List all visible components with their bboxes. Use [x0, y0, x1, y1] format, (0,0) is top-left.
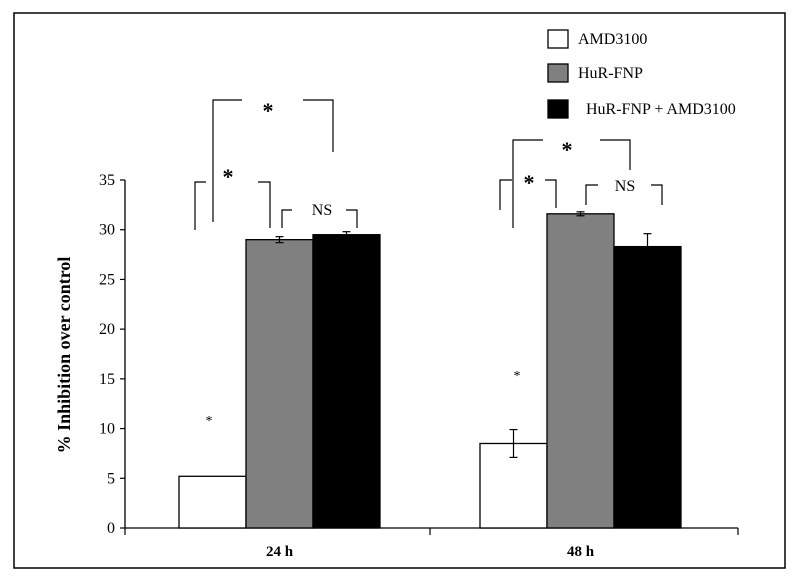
significance-star: *	[263, 98, 274, 123]
legend-swatch	[547, 29, 569, 49]
bracket-segment	[281, 209, 292, 228]
significance-star: *	[223, 164, 234, 189]
y-tick-label: 30	[99, 222, 115, 239]
significance-brackets: * * NS * * * NS *	[194, 98, 663, 429]
significance-star: *	[514, 369, 521, 384]
legend-label: AMD3100	[578, 31, 647, 48]
bracket-segment	[651, 184, 663, 205]
ns-label: NS	[615, 178, 635, 195]
bar	[546, 213, 615, 529]
legend-label: HuR-FNP + AMD3100	[586, 101, 736, 118]
bracket-segment	[499, 179, 512, 210]
bracket-segment	[600, 139, 631, 170]
bracket-segment	[303, 99, 334, 152]
x-tick-label: 24 h	[266, 544, 294, 560]
y-tick-label: 5	[107, 470, 115, 487]
y-tick-label: 35	[99, 172, 115, 189]
bar	[178, 475, 247, 529]
legend-swatch	[547, 99, 569, 119]
bar	[245, 239, 314, 529]
y-tick-label: 20	[99, 321, 115, 338]
bracket-segment	[545, 179, 557, 208]
y-axis-label: % Inhibition over control	[54, 257, 74, 454]
legend-label: HuR-FNP	[578, 65, 643, 82]
y-tick-label: 15	[99, 371, 115, 388]
y-tick-label: 10	[99, 421, 115, 438]
legend: AMD3100 HuR-FNP HuR-FNP + AMD3100	[547, 29, 736, 119]
error-bars	[275, 211, 652, 459]
bracket-segment	[346, 209, 358, 228]
bracket-segment	[512, 139, 543, 228]
bar	[613, 245, 682, 529]
bracket-segment	[194, 181, 206, 230]
bracket-segment	[585, 184, 598, 205]
significance-star: *	[562, 137, 573, 162]
significance-star: *	[206, 414, 213, 429]
y-tick-label: 25	[99, 271, 115, 288]
legend-swatch	[547, 63, 569, 83]
bars	[178, 213, 682, 529]
bracket-segment	[212, 99, 242, 222]
bar	[312, 234, 381, 529]
ns-label: NS	[312, 202, 332, 219]
bracket-segment	[258, 181, 271, 228]
significance-star: *	[524, 170, 535, 195]
y-tick-label: 0	[107, 520, 115, 537]
x-tick-label: 48 h	[567, 544, 595, 560]
